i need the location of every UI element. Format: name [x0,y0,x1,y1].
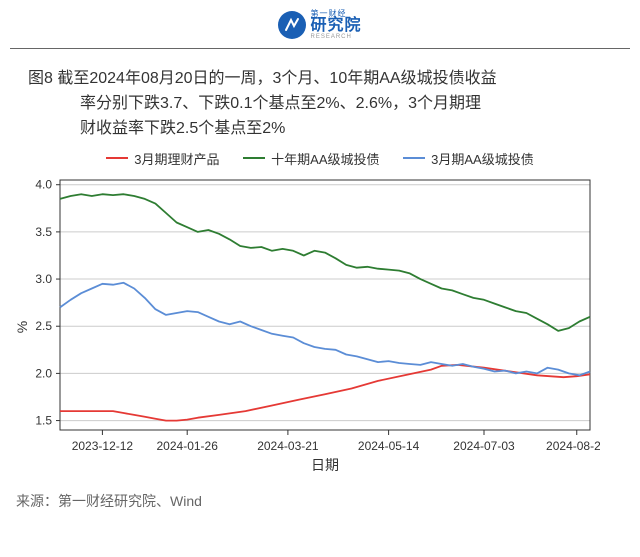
legend: 3月期理财产品 十年期AA级城投债 3月期AA级城投债 [0,147,640,168]
svg-text:日期: 日期 [311,457,339,473]
svg-text:2024-01-26: 2024-01-26 [157,439,219,453]
svg-text:2024-05-14: 2024-05-14 [358,439,420,453]
line-chart: 1.5 2.0 2.5 3.0 3.5 4.0 2023-12-12 2024-01-26 20… [10,170,600,480]
legend-swatch-2 [243,157,265,159]
svg-text:1.5: 1.5 [35,413,52,427]
title-line-3: 财收益率下跌2.5个基点至2% [28,117,612,142]
legend-item-1: 3月期理财产品 [106,149,219,168]
source-text: 来源：第一财经研究院、Wind [0,485,640,511]
logo-en-text: RESEARCH [310,34,351,40]
legend-label-2: 十年期AA级城投债 [271,149,379,168]
title-line-1: 图8 截至2024年08月20日的一周，3个月、10年期AA级城投债收益 [28,67,612,92]
svg-text:3.0: 3.0 [35,272,52,286]
legend-item-3: 3月期AA级城投债 [403,149,534,168]
svg-text:2023-12-12: 2023-12-12 [72,439,134,453]
svg-text:4.0: 4.0 [35,178,52,192]
svg-text:2.0: 2.0 [35,366,52,380]
logo-icon [278,11,306,39]
legend-label-1: 3月期理财产品 [134,149,219,168]
legend-label-3: 3月期AA级城投债 [431,149,534,168]
divider [10,48,630,49]
header: 第一财经 研究院 RESEARCH [0,0,640,48]
title-line-2: 率分别下跌3.7、下跌0.1个基点至2%、2.6%，3个月期理 [28,92,612,117]
y-axis-label: % [14,321,30,333]
logo-text: 第一财经 研究院 RESEARCH [310,10,361,40]
svg-text:2.5: 2.5 [35,319,52,333]
chart-title: 图8 截至2024年08月20日的一周，3个月、10年期AA级城投债收益 率分别… [0,67,640,141]
svg-text:2024-03-21: 2024-03-21 [257,439,319,453]
logo-big-text: 研究院 [310,18,361,34]
svg-text:2024-08-20: 2024-08-20 [546,439,600,453]
svg-text:2024-07-03: 2024-07-03 [453,439,515,453]
legend-swatch-1 [106,157,128,159]
legend-item-2: 十年期AA级城投债 [243,149,379,168]
chart-container: % 1.5 2.0 2.5 3.0 3.5 4.0 2023-12-12 2024-01-26… [10,170,620,485]
svg-text:3.5: 3.5 [35,225,52,239]
legend-swatch-3 [403,157,425,159]
logo: 第一财经 研究院 RESEARCH [278,10,361,40]
